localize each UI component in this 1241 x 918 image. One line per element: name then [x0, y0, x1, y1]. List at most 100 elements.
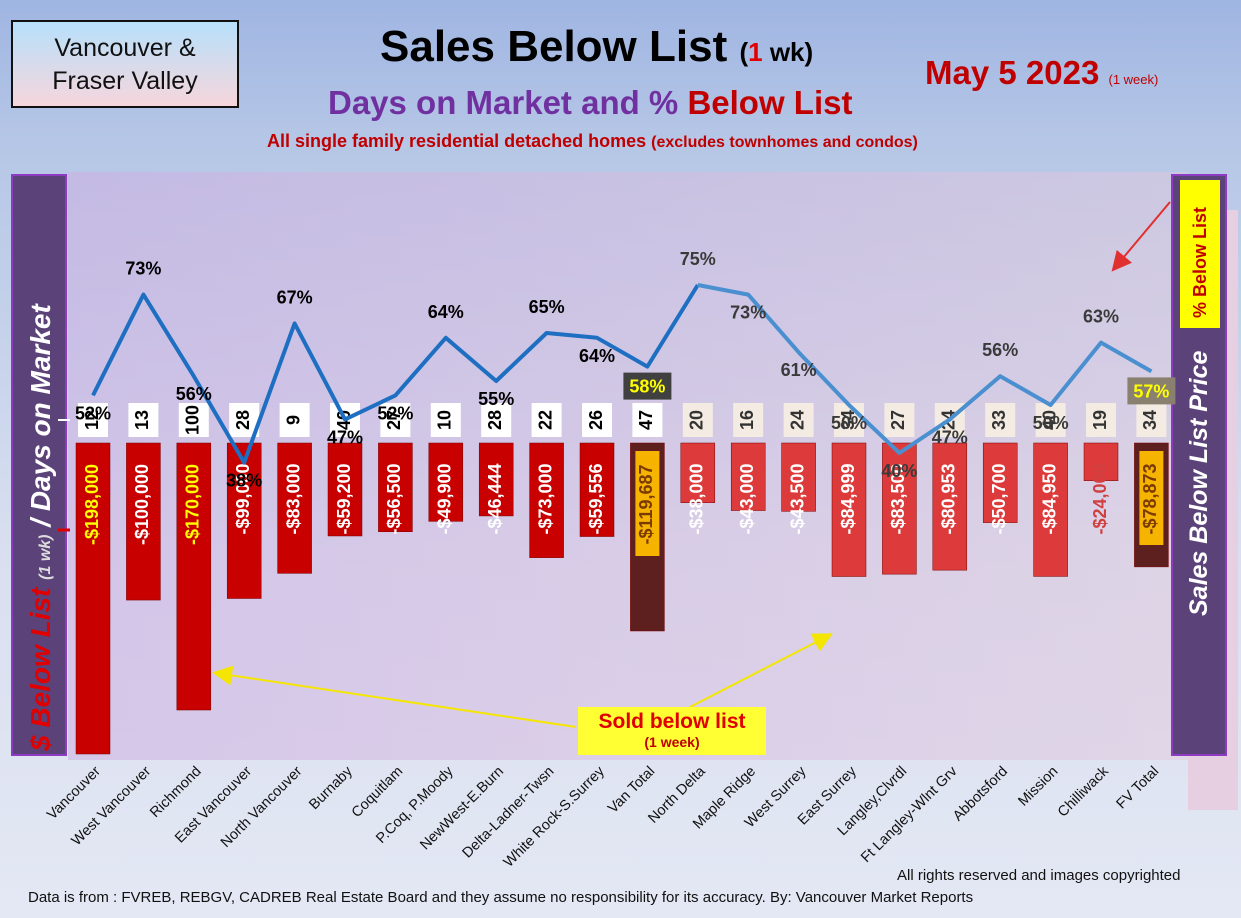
x-tick-label: FV Total [1113, 764, 1162, 813]
pct-label: 40% [881, 461, 917, 481]
below-list-value-label: -$100,000 [132, 464, 152, 545]
days-on-market-box [632, 403, 663, 437]
below-list-value-label: -$84,999 [838, 463, 858, 534]
pct-label: 67% [277, 287, 313, 307]
below-list-value-label: -$84,950 [1039, 463, 1059, 534]
total-value-highlight [1139, 451, 1164, 545]
title-paren-num: 1 [748, 37, 763, 67]
below-list-bar [680, 442, 716, 503]
region-label: Vancouver & Fraser Valley [11, 20, 239, 108]
days-on-market-box [178, 403, 209, 437]
below-list-bar [277, 442, 312, 574]
title-paren-rest: wk) [762, 37, 814, 67]
pct-label: 64% [428, 302, 464, 322]
below-list-value-label: -$83,000 [283, 463, 303, 534]
below-list-bar [378, 442, 413, 532]
days-on-market-box [128, 403, 159, 437]
days-on-market-box [582, 403, 612, 437]
days-on-market-value: 19 [1090, 410, 1110, 430]
x-tick-label: Chilliwack [1055, 763, 1112, 820]
days-on-market-box [78, 403, 108, 437]
note-main: All single family residential detached h… [267, 131, 647, 151]
pct-label: 50% [831, 413, 867, 433]
pct-line-vancouver [91, 283, 700, 465]
x-tick-label: Ft Langley-Wlnt Grv [858, 763, 961, 866]
days-on-market-value: 9 [283, 415, 303, 425]
x-tick-label: Mission [1015, 764, 1061, 810]
days-on-market-value: 34 [1140, 410, 1160, 430]
note-small: (excludes townhomes and condos) [651, 134, 918, 151]
subtitle-part2: Below List [687, 84, 853, 121]
pct-badge-arrow [1111, 201, 1171, 272]
pct-label: 47% [327, 427, 363, 447]
days-on-market-box [531, 403, 562, 437]
pct-line-fraser-valley [697, 283, 1153, 455]
below-list-bar [1033, 442, 1068, 577]
region-line2: Fraser Valley [52, 67, 198, 95]
subtitle-part1: Days on Market and % [328, 84, 688, 121]
below-list-value-label: -$24,000 [1090, 463, 1110, 534]
date-small: (1 week) [1108, 72, 1159, 87]
x-tick-label: White Rock-S.Surrey [501, 763, 609, 871]
pct-label: 73% [730, 303, 766, 323]
below-list-value-label: -$50,700 [989, 463, 1009, 534]
pct-below-list-badge: % Below List [1180, 180, 1220, 328]
days-on-market-value: 27 [384, 410, 404, 430]
days-on-market-value: 100 [183, 405, 203, 435]
below-list-bar [730, 442, 766, 511]
below-list-bar [831, 442, 867, 577]
below-list-bar [327, 442, 363, 537]
below-list-value-label: -$46,444 [485, 463, 505, 534]
days-on-market-layer: 12 13 100 28 9 40 27 10 28 22 26 47 20 16 24 34 27 24 33 40… [78, 403, 1167, 437]
title-paren: (1 wk) [739, 37, 813, 67]
days-on-market-value: 33 [989, 410, 1009, 430]
below-list-bar [75, 442, 111, 755]
days-on-market-value: 40 [1039, 410, 1059, 430]
sold-arrow-left [212, 665, 577, 728]
below-list-value-label: -$38,000 [687, 463, 707, 534]
sold-box-line1: Sold below list [598, 710, 746, 733]
pct-line-layer: 52% 73% 56% 38% 67% 47% 52% 64% 55% 65% 64% 58% 75% 7… [75, 249, 1176, 491]
chart-title: Sales Below List (1 wk) [380, 22, 813, 72]
below-list-bar [1083, 442, 1119, 481]
below-list-bar [579, 442, 615, 537]
pct-label: 75% [680, 249, 716, 269]
report-date: May 5 2023 (1 week) [925, 54, 1158, 92]
below-list-value-label: -$99,000 [233, 463, 253, 534]
below-list-value-label: -$170,000 [183, 464, 203, 545]
days-on-market-box [985, 403, 1016, 437]
days-on-market-box [682, 403, 713, 437]
below-list-bar [176, 442, 212, 711]
days-on-market-box [279, 403, 310, 437]
days-on-market-value: 28 [233, 410, 253, 430]
pct-label: 52% [377, 403, 413, 423]
below-list-value-label: -$78,873 [1140, 463, 1160, 534]
pct-label: 47% [932, 427, 968, 447]
days-on-market-box [733, 403, 764, 437]
days-on-market-box [1035, 403, 1066, 437]
pct-label: 52% [75, 403, 111, 423]
pct-label: 58% [629, 377, 665, 397]
pct-label: 56% [176, 384, 212, 404]
below-list-value-label: -$83,500 [888, 463, 908, 534]
copyright-note: All rights reserved and images copyright… [897, 867, 1181, 884]
pct-label: 65% [529, 297, 565, 317]
days-on-market-value: 22 [535, 410, 555, 430]
below-list-bar [781, 442, 816, 512]
below-list-value-label: -$59,200 [334, 463, 354, 534]
days-on-market-value: 28 [485, 410, 505, 430]
below-list-value-label: -$198,000 [82, 464, 102, 545]
pct-label: 64% [579, 346, 615, 366]
pct-label: 73% [125, 259, 161, 279]
below-list-value-label: -$43,500 [787, 463, 807, 534]
below-list-value-label: -$59,556 [586, 463, 606, 534]
pct-label: 63% [1083, 307, 1119, 327]
days-on-market-box [430, 403, 461, 437]
total-pct-box [1127, 377, 1176, 405]
below-list-value-label: -$49,900 [435, 463, 455, 534]
x-tick-label: Van Total [605, 764, 658, 817]
total-pct-box [623, 372, 672, 400]
days-on-market-value: 10 [435, 410, 455, 430]
sold-arrow-right [689, 633, 833, 708]
